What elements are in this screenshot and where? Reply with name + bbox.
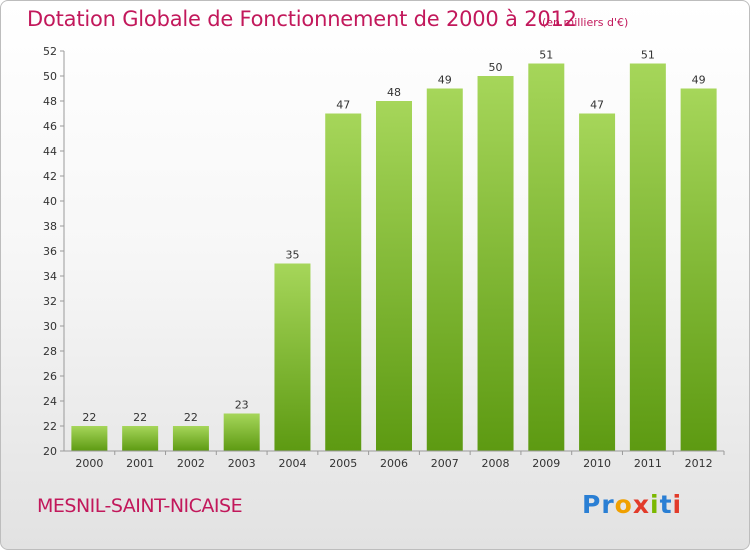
y-tick-label: 24 [43,395,57,408]
y-tick-label: 26 [43,370,57,383]
y-tick-label: 48 [43,95,57,108]
x-tick-label: 2004 [278,457,306,470]
value-label: 35 [285,249,299,262]
chart-title: Dotation Globale de Fonctionnement de 20… [27,7,577,31]
value-label: 23 [235,399,249,412]
y-tick-label: 38 [43,220,57,233]
bar-2009 [528,63,565,451]
value-label: 49 [438,74,452,87]
value-label: 47 [590,99,604,112]
x-tick-label: 2008 [482,457,510,470]
y-tick-label: 22 [43,420,57,433]
y-tick-label: 32 [43,295,57,308]
bar-2010 [579,113,616,451]
value-label: 48 [387,86,401,99]
bar-2003 [223,413,260,451]
bar-2001 [122,426,159,451]
x-tick-label: 2011 [634,457,662,470]
value-label: 50 [489,61,503,74]
y-tick-label: 44 [43,145,57,158]
x-tick-label: 2009 [532,457,560,470]
x-tick-label: 2001 [126,457,154,470]
y-tick-label: 50 [43,70,57,83]
x-tick-label: 2003 [228,457,256,470]
bar-2012 [680,88,717,451]
y-tick-label: 34 [43,270,57,283]
x-tick-label: 2010 [583,457,611,470]
bar-2000 [71,426,108,451]
y-tick-label: 30 [43,320,57,333]
value-label: 49 [692,74,706,87]
proxiti-logo: Proxiti [582,490,682,519]
x-tick-label: 2005 [329,457,357,470]
bars: 22 22 22 23 35 47 48 49 50 51 47 51 49 [71,49,717,451]
value-label: 22 [184,411,198,424]
x-tick-label: 2006 [380,457,408,470]
logo-letter: i [672,490,683,519]
bar-2007 [426,88,463,451]
commune-name: MESNIL-SAINT-NICAISE [37,495,243,517]
y-tick-label: 40 [43,195,57,208]
unit-note: (en milliers d'€) [542,16,629,29]
x-tick-label: 2000 [75,457,103,470]
y-tick-label: 42 [43,170,57,183]
value-label: 47 [336,99,350,112]
x-tick-label: 2012 [685,457,713,470]
logo-letter: t [659,490,673,519]
logo-letter: i [650,490,660,519]
value-label: 22 [82,411,96,424]
bar-2008 [477,76,514,451]
x-tick-label: 2002 [177,457,205,470]
bar-2006 [376,101,412,451]
logo-letter: o [614,490,633,519]
y-tick-label: 20 [43,445,57,458]
bar-2011 [629,63,666,451]
logo-letter: x [632,490,650,519]
y-axis: 20 22 24 26 28 30 32 34 36 38 40 42 44 46 48 50 52 [43,45,65,458]
x-tick-label: 2007 [431,457,459,470]
bar-2005 [325,113,362,451]
x-axis: 2000 2001 2002 2003 2004 2005 2006 2007 2008 2009… [64,450,725,470]
y-tick-label: 28 [43,345,57,358]
bar-2004 [274,263,311,451]
y-tick-label: 36 [43,245,57,258]
value-label: 51 [539,49,553,62]
value-label: 22 [133,411,147,424]
y-tick-label: 52 [43,45,57,58]
bar-2002 [172,426,209,451]
logo-letter: r [601,490,615,519]
value-label: 51 [641,49,655,62]
y-tick-label: 46 [43,120,57,133]
logo-letter: P [582,490,602,519]
